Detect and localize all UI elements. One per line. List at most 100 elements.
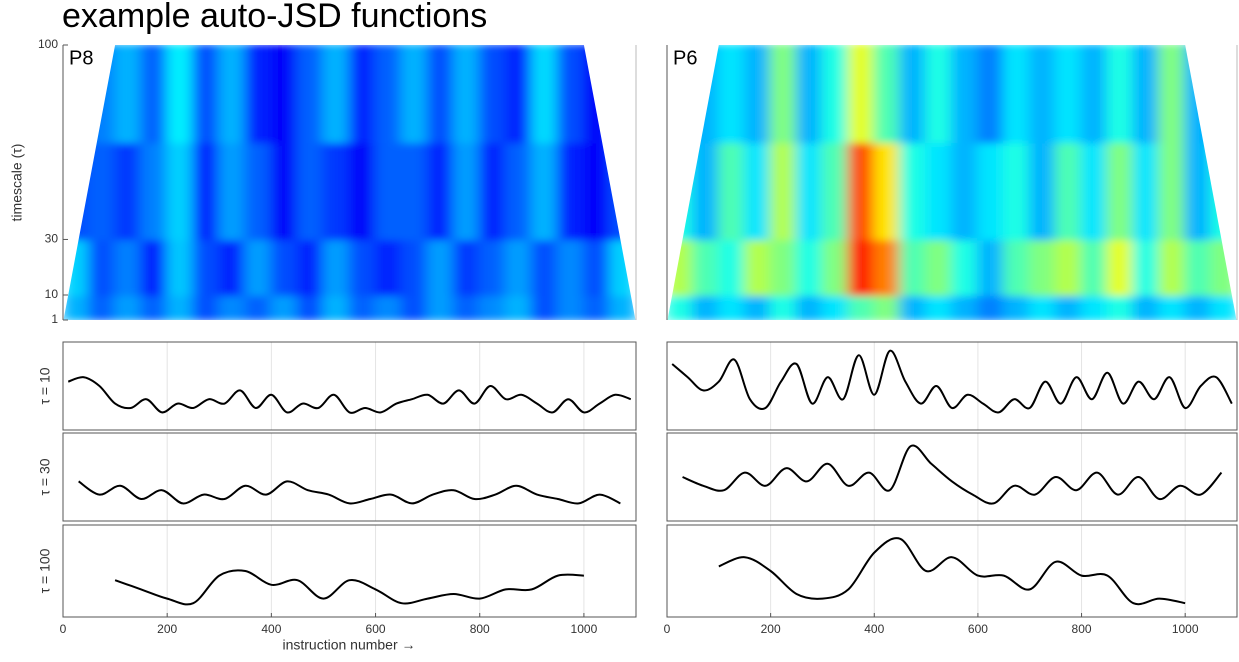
heatmap-cell <box>951 141 979 241</box>
heatmap-cell <box>717 294 746 320</box>
heatmap-cell <box>847 45 876 144</box>
heatmap-cell <box>556 294 585 320</box>
heatmap-cell <box>556 141 585 241</box>
heatmap-cell <box>821 141 850 241</box>
heatmap-cell <box>244 141 273 241</box>
heatmap-cell <box>1158 294 1187 320</box>
y-tick-label: 30 <box>45 232 59 246</box>
heatmap-cell <box>530 238 559 296</box>
x-tick-label: 800 <box>1072 622 1092 636</box>
heatmap-cell <box>1158 45 1187 144</box>
heatmap-cell <box>951 45 979 144</box>
heatmap-cell <box>530 141 559 241</box>
series-line <box>671 349 1233 414</box>
heatmap-cell <box>873 45 902 144</box>
heatmap-cell <box>452 238 481 296</box>
heatmap-cell <box>899 45 928 144</box>
heatmap-cell <box>114 238 143 296</box>
heatmap-cell <box>1028 294 1057 320</box>
heatmap-cell <box>1158 238 1187 296</box>
heatmap-cell <box>691 238 720 296</box>
heatmap-cells <box>667 45 1237 320</box>
heatmap-cell <box>218 294 247 320</box>
heatmap-cell <box>691 294 720 320</box>
heatmap-cell <box>478 238 507 296</box>
heatmap-cell <box>504 294 533 320</box>
y-axis-label: τ = 30 <box>37 458 53 495</box>
series-line <box>114 569 584 606</box>
heatmap-cell <box>1002 238 1031 296</box>
heatmap-cell <box>667 238 694 296</box>
heatmap-cell <box>769 294 798 320</box>
heatmap-cell <box>667 141 694 241</box>
heatmap-cell <box>925 45 953 144</box>
heatmap-cell <box>1132 45 1161 144</box>
heatmap-cell <box>1054 45 1083 144</box>
heatmap <box>667 45 1237 320</box>
heatmap-cell <box>270 141 299 241</box>
heatmap-cell <box>296 45 325 144</box>
heatmap-cell <box>478 141 507 241</box>
heatmap-cell <box>1002 141 1031 241</box>
heatmap-cell <box>63 294 91 320</box>
heatmap-cell <box>244 45 273 144</box>
heatmap-cell <box>114 45 143 144</box>
heatmap-cell <box>166 238 195 296</box>
panel-frame <box>666 432 1238 522</box>
heatmap-cell <box>1080 141 1109 241</box>
heatmap-cell <box>1132 238 1161 296</box>
series-line <box>67 376 632 414</box>
heatmap-cells <box>63 45 636 320</box>
heatmap-cell <box>873 141 902 241</box>
heatmap-cell <box>244 238 273 296</box>
heatmap-cell <box>1184 294 1213 320</box>
heatmap <box>63 45 636 320</box>
heatmap-cell <box>1028 238 1057 296</box>
heatmap-cell <box>847 141 876 241</box>
heatmap-cell <box>717 45 746 144</box>
series-line <box>78 480 621 505</box>
heatmap-cell <box>1210 294 1237 320</box>
heatmap-cell <box>296 294 325 320</box>
x-tick-label: 400 <box>261 622 281 636</box>
y-tick-label: 1 <box>51 312 58 326</box>
y-tick-label: 10 <box>45 287 59 301</box>
x-tick-label: 600 <box>968 622 988 636</box>
heatmap-cell <box>88 294 117 320</box>
heatmap-cell <box>717 141 746 241</box>
heatmap-cell <box>1106 294 1135 320</box>
heatmap-cell <box>166 294 195 320</box>
heatmap-cell <box>88 238 117 296</box>
heatmap-cell <box>691 141 720 241</box>
heatmap-cell <box>925 141 953 241</box>
heatmap-cell <box>847 294 876 320</box>
heatmap-cell <box>218 238 247 296</box>
heatmap-cell <box>452 294 481 320</box>
x-axis-label: instruction number → <box>282 637 415 653</box>
heatmap-cell <box>504 238 533 296</box>
heatmap-cell <box>296 141 325 241</box>
x-tick-label: 800 <box>470 622 490 636</box>
heatmap-cell <box>976 45 1005 144</box>
heatmap-cell <box>192 238 221 296</box>
heatmap-cell <box>374 141 403 241</box>
heatmap-cell <box>976 141 1005 241</box>
heatmap-cell <box>114 294 143 320</box>
heatmap-cell <box>899 238 928 296</box>
heatmap-cell <box>478 45 507 144</box>
panel-frame <box>666 524 1238 618</box>
x-tick-label: 200 <box>761 622 781 636</box>
heatmap-cell <box>1184 141 1213 241</box>
heatmap-cell <box>400 294 429 320</box>
heatmap-cell <box>374 294 403 320</box>
heatmap-cell <box>795 238 824 296</box>
heatmap-cell <box>821 294 850 320</box>
heatmap-cell <box>608 294 636 320</box>
heatmap-cell <box>322 294 351 320</box>
heatmap-cell <box>63 141 91 241</box>
heatmap-cell <box>270 294 299 320</box>
panel-label: P6 <box>673 47 697 69</box>
heatmap-cell <box>556 238 585 296</box>
heatmap-cell <box>1054 294 1083 320</box>
heatmap-cell <box>192 141 221 241</box>
